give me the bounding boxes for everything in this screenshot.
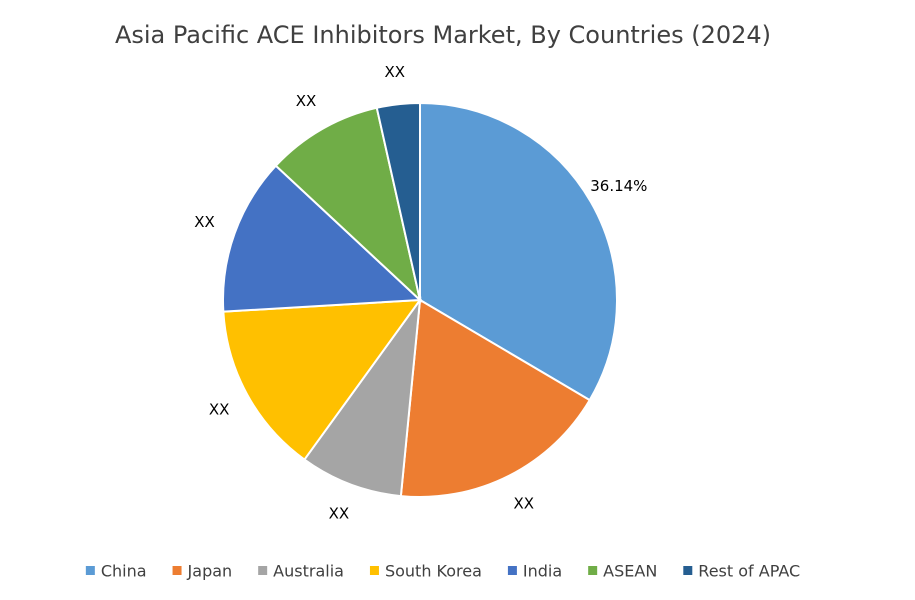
- legend-label: Japan: [187, 562, 233, 581]
- pie-slice: [222, 298, 423, 461]
- legend-swatch: [588, 566, 598, 575]
- legend-swatch: [369, 566, 379, 575]
- pie-slice: [222, 164, 423, 313]
- data-label: XX: [329, 505, 350, 523]
- legend-label: Rest of APAC: [698, 562, 800, 581]
- data-label: 36.14%: [590, 177, 647, 195]
- legend-swatch: [172, 566, 182, 575]
- legend-label: Australia: [273, 562, 344, 581]
- legend-label: China: [101, 562, 147, 581]
- legend-label: South Korea: [385, 562, 482, 581]
- data-label: XX: [513, 495, 534, 513]
- data-label: XX: [209, 401, 230, 419]
- data-label: XX: [194, 213, 215, 231]
- pie-slice: [419, 101, 618, 402]
- legend-label: ASEAN: [603, 562, 657, 581]
- pie-slice: [375, 101, 421, 301]
- pie-slice: [303, 296, 422, 498]
- legend-swatch: [258, 566, 268, 575]
- pie-slice: [274, 106, 422, 303]
- legend-swatch: [683, 566, 693, 575]
- chart-title: Asia Pacific ACE Inhibitors Market, By C…: [115, 21, 771, 49]
- legend-swatch: [85, 566, 95, 575]
- data-label: XX: [384, 63, 405, 81]
- data-label: XX: [296, 92, 317, 110]
- legend-label: India: [523, 562, 562, 581]
- pie-slice: [399, 298, 592, 498]
- legend-swatch: [507, 566, 517, 575]
